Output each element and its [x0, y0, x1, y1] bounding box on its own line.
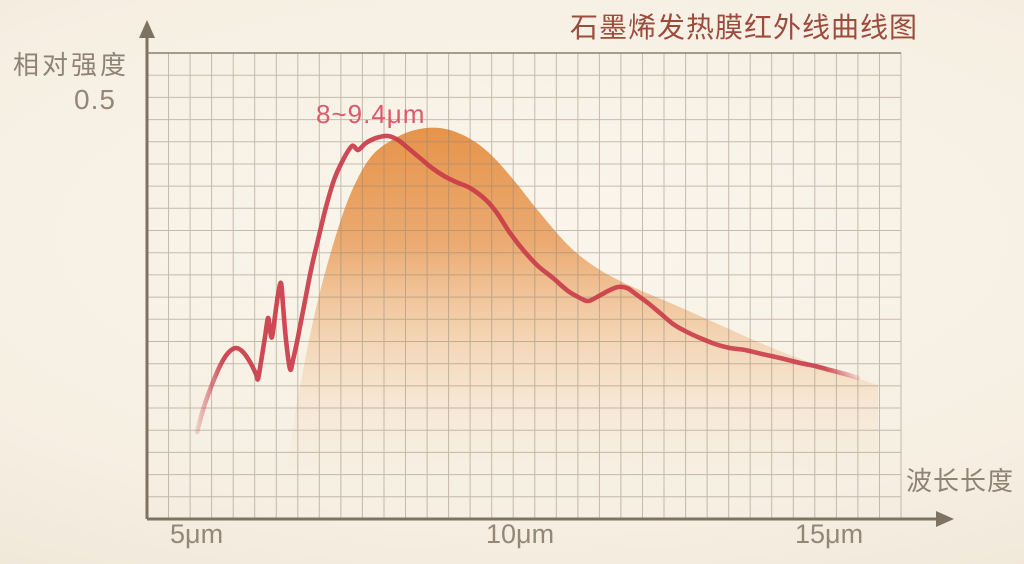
y-axis-label: 相对强度 — [13, 50, 130, 80]
x-axis-tick-5um: 5μm — [170, 519, 224, 549]
y-axis-arrowhead-icon — [139, 20, 155, 38]
x-axis-tick-15um: 15μm — [795, 519, 864, 549]
x-axis-arrowhead-icon — [936, 511, 954, 527]
envelope-area — [287, 127, 878, 478]
axes — [139, 20, 954, 527]
y-axis-tick-0.5: 0.5 — [74, 84, 116, 115]
chart-title: 石墨烯发热膜红外线曲线图 — [570, 12, 919, 43]
peak-range-annotation: 8~9.4μm — [316, 99, 426, 129]
emission-curve — [194, 133, 861, 435]
x-axis-tick-10um: 10μm — [486, 519, 555, 549]
x-axis-label: 波长长度 — [906, 466, 1015, 496]
